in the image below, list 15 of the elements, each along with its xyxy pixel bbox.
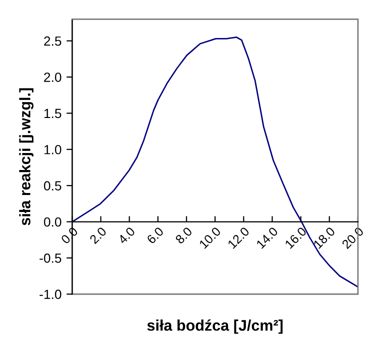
x-tick-label: 4.0 <box>118 226 136 244</box>
x-tick-label: 8.0 <box>174 226 193 244</box>
x-tick-label: 2.0 <box>89 226 107 244</box>
x-tick-label: 6.0 <box>146 226 164 244</box>
y-tick-label: 0.0 <box>44 217 62 227</box>
y-tick-label: 1.5 <box>44 108 62 118</box>
x-axis-title: siła bodźca [J/cm²] <box>147 319 283 334</box>
x-tick-label: 0.0 <box>60 226 78 244</box>
y-tick-label: 0.5 <box>44 181 62 190</box>
y-tick-label: 2.5 <box>44 36 62 46</box>
y-tick-label: -1.0 <box>40 290 62 300</box>
y-axis-title: siła reakcji [j.wzgl.] <box>19 88 34 226</box>
y-tick-label: -0.5 <box>40 254 62 263</box>
y-tick-label: 1.0 <box>44 144 62 154</box>
y-tick-label: 2.0 <box>44 72 62 82</box>
